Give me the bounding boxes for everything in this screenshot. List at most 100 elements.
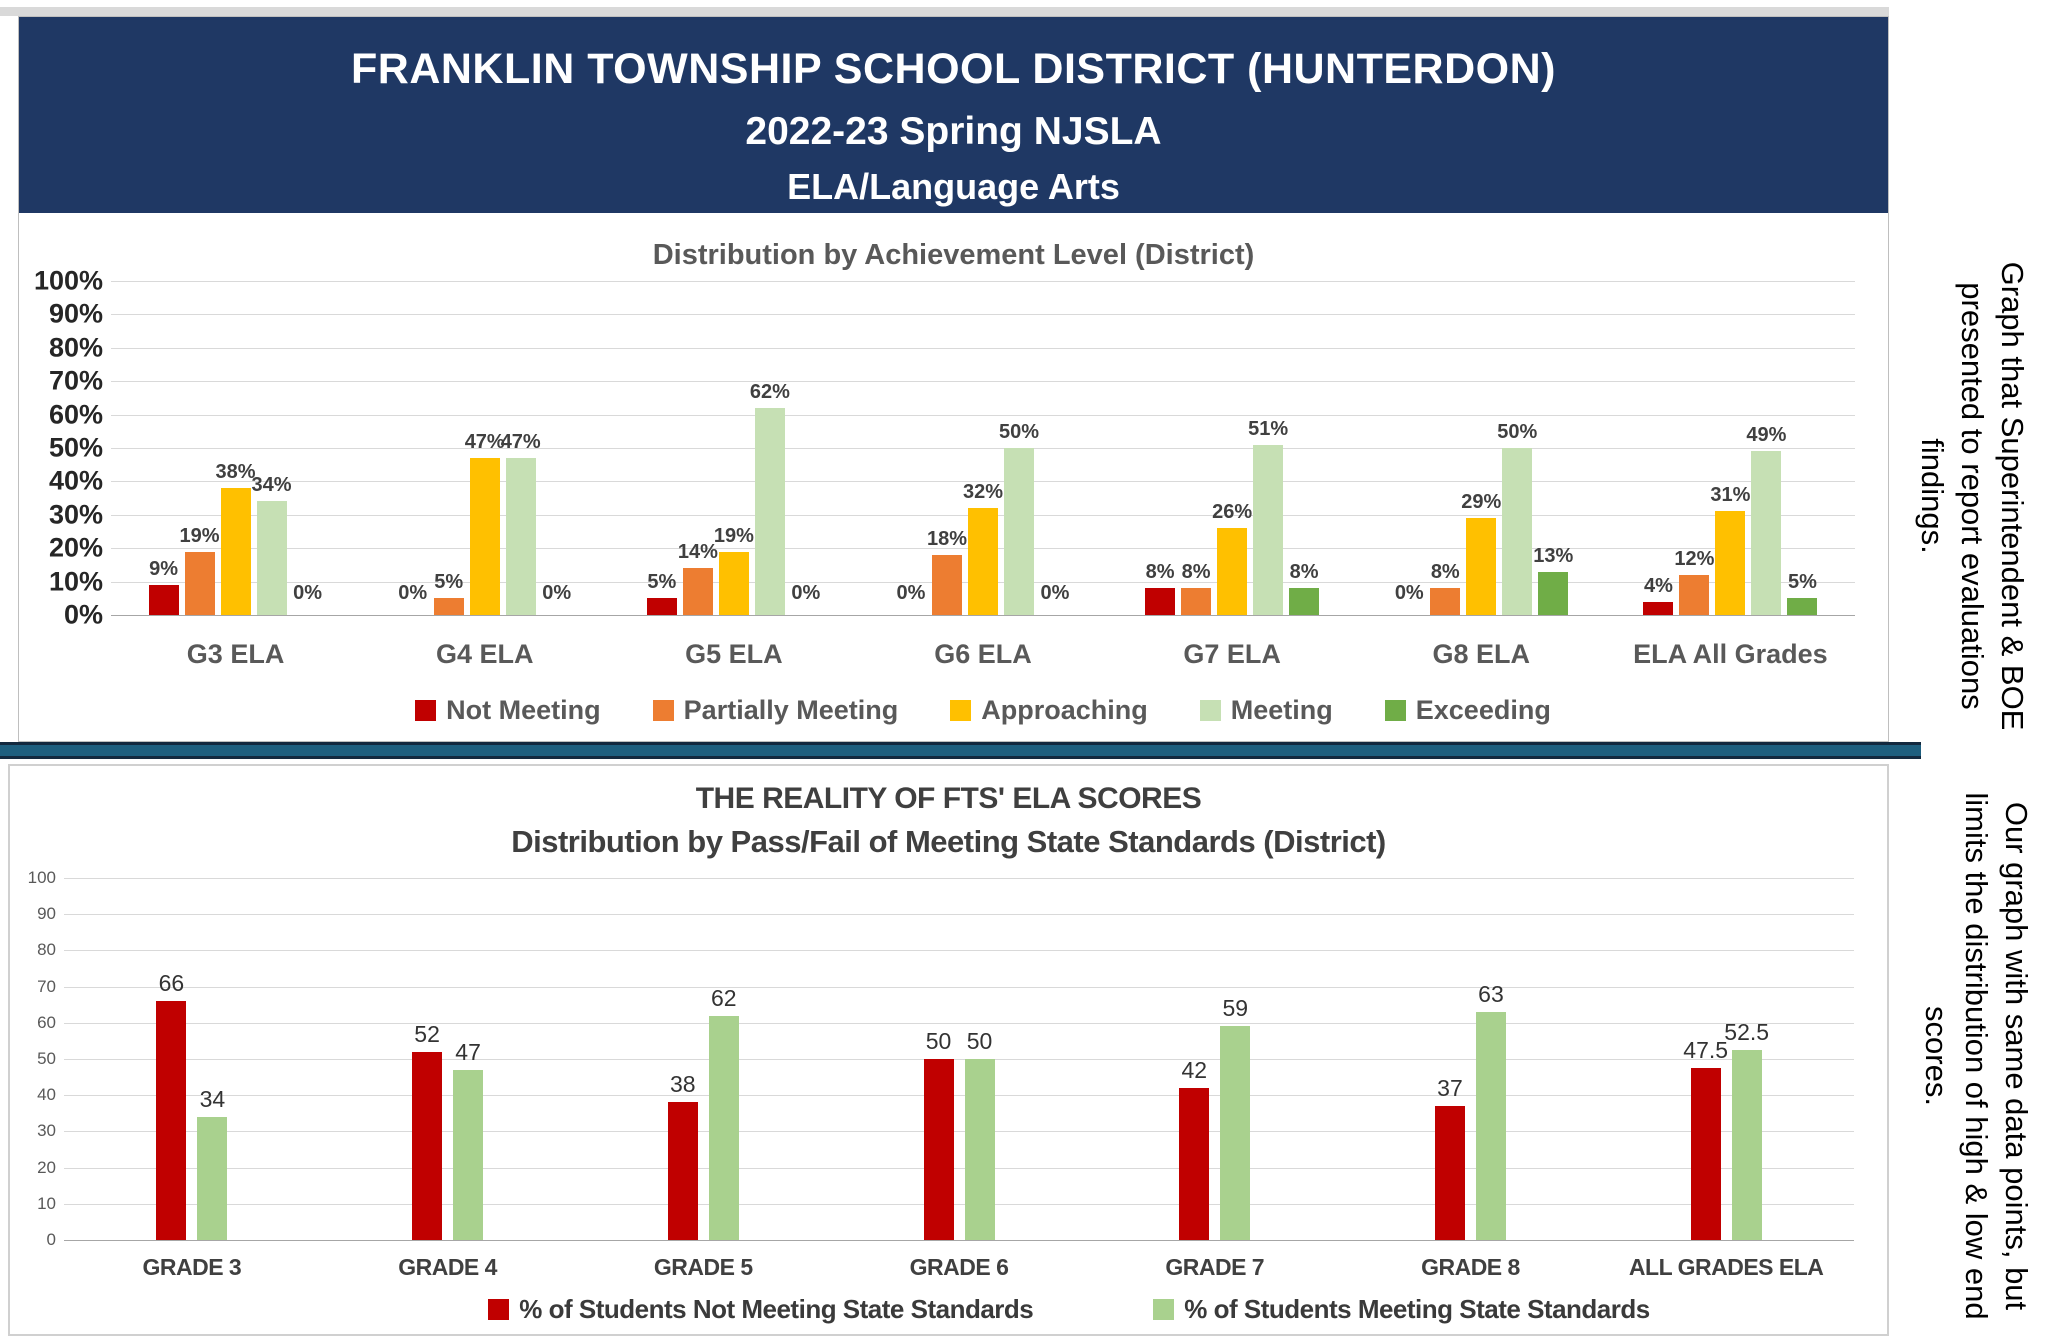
bar-value-label: 18% xyxy=(926,527,967,550)
bar-value-label: 42 xyxy=(1181,1056,1208,1083)
bar-slot: 9% xyxy=(148,281,179,615)
gridline xyxy=(111,481,1855,483)
bar-of-students-meeting-state-standards xyxy=(964,1059,995,1240)
bar-value-label: 38 xyxy=(670,1071,696,1098)
y-tick-label: 50% xyxy=(48,432,103,463)
bar-slot: 42 xyxy=(1179,878,1210,1240)
bar-value-label: 50% xyxy=(998,421,1039,443)
bar-slot: 47% xyxy=(465,281,505,615)
bar-value-label: 0% xyxy=(542,582,572,604)
bar-of-students-not-meeting-state-standards xyxy=(156,1001,187,1240)
bar-cluster: 47.5 52.5 xyxy=(1598,878,1854,1240)
bar-slot: 47.5 xyxy=(1683,878,1728,1240)
y-tick-label: 30 xyxy=(37,1121,56,1141)
bar-slot: 62% xyxy=(750,281,790,615)
bar-slot: 34% xyxy=(252,281,292,615)
bar-slot: 18% xyxy=(927,281,967,615)
category-label-grade-7: GRADE 7 xyxy=(1165,1254,1265,1280)
bottom-chart-panel: THE REALITY OF FTS' ELA SCORES Distribut… xyxy=(8,764,1889,1336)
bar-slot: 0% xyxy=(896,281,926,615)
bar-meeting xyxy=(505,458,536,615)
bar-value-label: 0% xyxy=(293,582,323,604)
bar-slot: 62 xyxy=(708,878,739,1240)
bar-slot: 0% xyxy=(1394,281,1424,615)
bar-value-label: 12% xyxy=(1674,547,1715,570)
bar-value-label: 4% xyxy=(1643,574,1673,597)
bottom-chart-y-axis: 100 90 80 70 60 50 40 30 20 10 0 xyxy=(10,868,56,1249)
bottom-chart-category-axis: GRADE 3 GRADE 4 GRADE 5 GRADE 6 GRADE 7 GRADE… xyxy=(64,1254,1854,1286)
bar-of-students-not-meeting-state-standards xyxy=(1179,1087,1210,1240)
bar-of-students-not-meeting-state-standards xyxy=(412,1051,443,1240)
bar-slot: 8% xyxy=(1145,281,1176,615)
gridline xyxy=(64,878,1854,879)
bar-value-label: 32% xyxy=(962,481,1003,504)
bar-slot: 51% xyxy=(1248,281,1288,615)
side-note-top: Graph that Superintendent & BOE presente… xyxy=(1915,261,2030,731)
y-tick-label: 70 xyxy=(37,976,56,996)
bar-group-grade-3: 66 34 xyxy=(64,878,320,1240)
bar-slot: 47% xyxy=(501,281,541,615)
gridline xyxy=(111,381,1855,383)
bar-partially-meeting xyxy=(931,554,962,615)
y-tick-label: 60 xyxy=(37,1012,56,1032)
bar-cluster: 37 63 xyxy=(1343,878,1599,1240)
bar-meeting xyxy=(754,407,785,615)
category-label-grade-4: GRADE 4 xyxy=(398,1254,497,1280)
bar-value-label: 63 xyxy=(1478,980,1504,1007)
category-label-grade-8: GRADE 8 xyxy=(1421,1254,1520,1280)
legend-swatch-icon xyxy=(1153,1299,1175,1320)
bar-approaching xyxy=(1217,528,1248,615)
district-title: FRANKLIN TOWNSHIP SCHOOL DISTRICT (HUNTE… xyxy=(351,45,1556,93)
bar-value-label: 52.5 xyxy=(1724,1018,1770,1045)
bar-group-ela-all-grades: 4% 12% 31% 49% 5% xyxy=(1606,281,1855,615)
bar-slot: 0% xyxy=(791,281,821,615)
bar-value-label: 5% xyxy=(647,571,677,594)
bar-value-label: 38% xyxy=(215,461,256,484)
bar-of-students-not-meeting-state-standards xyxy=(667,1102,698,1240)
y-tick-label: 100 xyxy=(27,868,56,887)
bar-value-label: 8% xyxy=(1181,561,1211,584)
y-tick-label: 60% xyxy=(48,399,103,430)
bar-slot: 8% xyxy=(1289,281,1320,615)
bar-value-label: 47% xyxy=(500,431,541,454)
bar-partially-meeting xyxy=(682,568,713,615)
bar-value-label: 29% xyxy=(1461,491,1502,514)
bar-slot: 13% xyxy=(1533,281,1573,615)
gridline xyxy=(64,1059,1854,1060)
bar-cluster: 0% 5% 47% 47% 0% xyxy=(360,281,609,615)
top-chart-legend: Not Meeting Partially Meeting Approaching M… xyxy=(111,695,1855,726)
bar-approaching xyxy=(220,488,251,615)
category-label-g5-ela: G5 ELA xyxy=(685,639,783,669)
bar-cluster: 50 50 xyxy=(831,878,1087,1240)
bar-group-g5-ela: 5% 14% 19% 62% 0% xyxy=(609,281,858,615)
bar-value-label: 49% xyxy=(1746,424,1787,447)
category-label-all-grades-ela: ALL GRADES ELA xyxy=(1628,1254,1824,1280)
legend-item-exceeding: Exceeding xyxy=(1384,695,1551,726)
legend-label: Meeting xyxy=(1230,695,1333,725)
top-gray-strip xyxy=(0,7,1889,16)
bar-approaching xyxy=(1715,511,1746,615)
bar-value-label: 0% xyxy=(791,582,821,604)
bar-group-grade-6: 50 50 xyxy=(831,878,1087,1240)
bar-value-label: 31% xyxy=(1710,484,1751,507)
category-label-ela-all-grades: ELA All Grades xyxy=(1633,639,1828,669)
category-label-g4-ela: G4 ELA xyxy=(435,639,534,669)
gridline xyxy=(64,1131,1854,1133)
gridline xyxy=(64,1022,1854,1024)
bar-slot: 37 xyxy=(1434,878,1465,1240)
legend-swatch-icon xyxy=(950,700,972,721)
bar-meeting xyxy=(1253,444,1284,615)
bar-slot: 49% xyxy=(1746,281,1786,615)
y-tick-label: 100% xyxy=(33,265,103,296)
y-tick-label: 40% xyxy=(48,465,103,496)
legend-item-not-meeting: Not Meeting xyxy=(415,695,601,726)
bar-slot: 19% xyxy=(180,281,220,615)
y-tick-label: 90% xyxy=(48,298,103,329)
bar-value-label: 14% xyxy=(677,541,718,564)
bottom-chart-plot: 66 34 52 47 38 62 50 50 42 59 37 63 47.5 52.5 xyxy=(64,878,1854,1241)
bar-slot: 0% xyxy=(542,281,572,615)
bar-slot: 32% xyxy=(963,281,1003,615)
bar-meeting xyxy=(1003,448,1034,615)
bar-cluster: 9% 19% 38% 34% 0% xyxy=(111,281,360,615)
